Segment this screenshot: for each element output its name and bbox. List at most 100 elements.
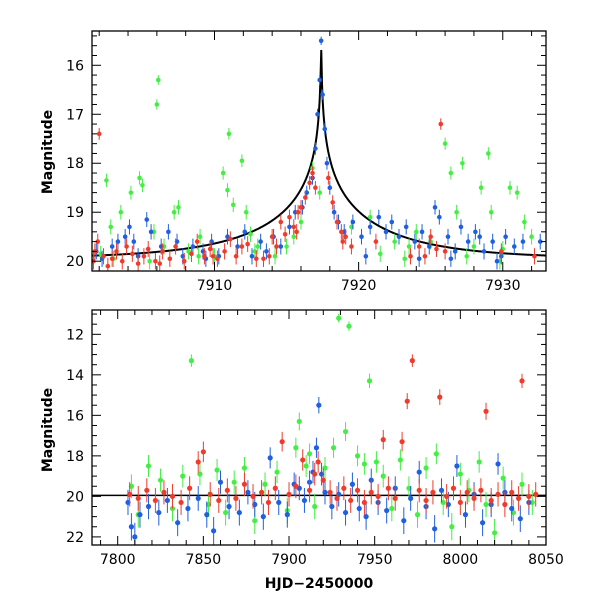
bottom-blue-point xyxy=(260,514,266,520)
bottom-y-axis-label: Magnitude xyxy=(40,388,56,472)
top-blue-point xyxy=(320,92,325,97)
bottom-red-point xyxy=(519,378,525,384)
top-red-point xyxy=(135,261,141,266)
bottom-red-point xyxy=(279,439,285,445)
bottom-red-point xyxy=(495,491,501,497)
top-green-point xyxy=(413,229,419,235)
bottom-blue-point xyxy=(349,481,356,487)
bottom-green-point xyxy=(274,469,280,475)
top-green-point xyxy=(176,205,181,210)
bottom-red-point xyxy=(315,459,321,465)
top-green-point xyxy=(128,190,134,195)
top-red-point xyxy=(173,244,178,249)
bottom-blue-point xyxy=(132,534,138,540)
top-blue-point xyxy=(278,244,284,249)
top-green-point xyxy=(367,214,373,220)
top-red-point xyxy=(287,214,292,220)
bottom-red-point xyxy=(300,457,306,463)
top-red-point xyxy=(295,209,301,215)
top-blue-point xyxy=(426,244,432,249)
bottom-green-point xyxy=(312,503,318,510)
bottom-y-tick-label: 20 xyxy=(66,489,84,505)
top-red-point xyxy=(298,205,304,210)
top-blue-point xyxy=(109,244,115,249)
bottom-green-point xyxy=(414,512,421,518)
top-blue-point xyxy=(122,234,128,240)
bottom-green-point xyxy=(214,467,220,473)
bottom-red-point xyxy=(416,487,422,493)
top-red-point xyxy=(438,121,444,127)
top-green-point xyxy=(284,244,289,249)
bottom-blue-point xyxy=(156,509,162,516)
bottom-green-point xyxy=(354,453,361,459)
top-blue-point xyxy=(416,256,422,262)
top-panel-zoom: Magnitude 7910 7920 7930 16 17 18 19 20 xyxy=(40,30,547,294)
bottom-y-tick-label: 14 xyxy=(66,368,84,384)
top-blue-point xyxy=(327,185,333,191)
top-red-point xyxy=(130,251,135,257)
bottom-red-point xyxy=(399,439,405,445)
bottom-blue-point xyxy=(301,497,308,504)
bottom-green-point xyxy=(231,479,237,485)
bottom-green-point xyxy=(492,530,498,536)
top-red-point xyxy=(95,239,101,244)
top-blue-point xyxy=(396,234,402,240)
bottom-blue-point xyxy=(329,503,335,510)
bottom-red-point xyxy=(450,485,457,491)
top-green-point xyxy=(317,190,323,195)
top-plot-area xyxy=(92,36,546,271)
top-red-point xyxy=(157,261,163,266)
bottom-blue-point xyxy=(245,489,251,495)
bottom-green-point xyxy=(188,358,194,364)
top-red-point xyxy=(349,244,354,249)
bottom-blue-point xyxy=(185,505,191,512)
bottom-red-point xyxy=(533,491,539,497)
bottom-green-point xyxy=(483,501,489,508)
top-blue-point xyxy=(537,239,543,244)
top-green-point xyxy=(291,234,297,240)
top-red-point xyxy=(96,131,102,137)
bottom-panel-season: Magnitude HJD−2450000 7800 7850 7900 7950 80… xyxy=(40,309,564,592)
bottom-blue-point xyxy=(368,477,374,483)
top-red-point xyxy=(278,219,284,225)
top-x-tick-label: 7930 xyxy=(485,278,521,294)
bottom-blue-point xyxy=(454,463,460,469)
bottom-blue-point xyxy=(316,402,322,408)
top-blue-point xyxy=(419,229,425,235)
bottom-blue-point xyxy=(211,528,217,534)
bottom-blue-point xyxy=(284,512,290,518)
top-green-point xyxy=(140,182,145,188)
bottom-red-point xyxy=(178,499,184,506)
bottom-x-tick-label: 7950 xyxy=(357,552,393,568)
top-blue-point xyxy=(432,205,438,210)
bottom-green-point xyxy=(157,477,164,483)
bottom-green-point xyxy=(449,524,455,530)
top-green-point xyxy=(448,170,454,176)
bottom-blue-point xyxy=(462,512,469,518)
bottom-blue-point xyxy=(438,487,445,493)
top-red-point xyxy=(339,229,344,235)
bottom-green-point xyxy=(346,323,352,329)
bottom-red-point xyxy=(152,497,158,504)
bottom-red-point xyxy=(293,483,299,489)
top-blue-point xyxy=(367,224,373,230)
bottom-green-point xyxy=(342,428,349,435)
top-green-point xyxy=(514,190,520,195)
bottom-green-point xyxy=(361,461,367,467)
top-y-tick-label: 19 xyxy=(66,205,84,221)
top-green-point xyxy=(225,187,230,193)
top-red-point xyxy=(181,258,187,264)
top-red-point xyxy=(114,249,119,254)
bottom-blue-point xyxy=(276,499,282,506)
top-blue-point xyxy=(473,229,478,235)
bottom-blue-point xyxy=(267,455,273,461)
top-blue-point xyxy=(403,224,409,230)
bottom-green-point xyxy=(293,445,299,451)
top-green-point xyxy=(377,251,383,257)
bottom-green-point xyxy=(519,481,525,487)
bottom-red-point xyxy=(161,489,167,495)
top-blue-point xyxy=(242,229,248,235)
top-green-point xyxy=(488,209,494,215)
bottom-blue-point xyxy=(195,495,201,502)
bottom-green-point xyxy=(197,471,203,477)
